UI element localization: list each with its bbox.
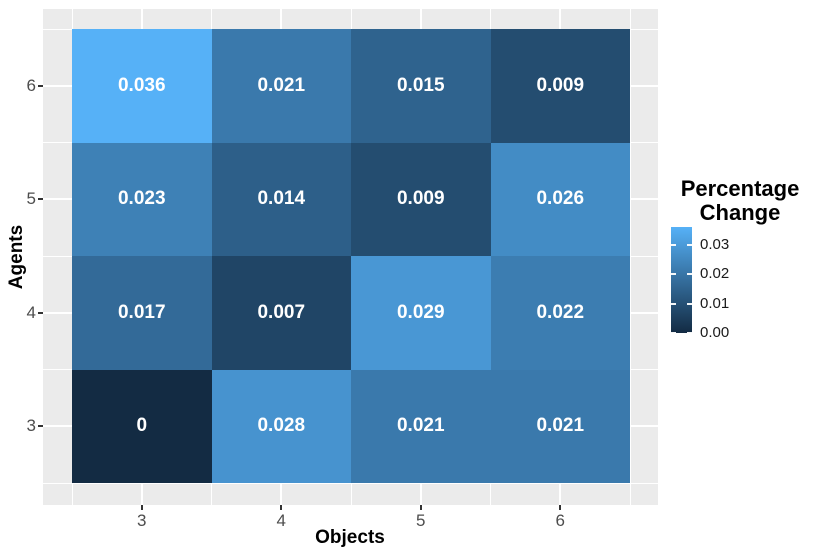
y-axis-tick-label: 4	[26, 302, 36, 322]
y-axis-tick-label: 5	[26, 189, 36, 209]
legend-tick-mark	[687, 273, 692, 276]
legend: Percentage Change 0.03 0.02 0.01 0.00	[650, 0, 830, 554]
heatmap-cell: 0.009	[490, 29, 630, 143]
heatmap-cell: 0.021	[211, 29, 351, 143]
legend-title-line-1: Percentage	[680, 176, 800, 201]
heatmap-cell: 0.023	[72, 142, 212, 256]
heatmap-cell: 0.021	[490, 369, 630, 483]
plot-panel: 0.036 0.021 0.015 0.009 0.023 0.014 0.009 0.026…	[43, 9, 658, 505]
minor-gridline-h	[43, 482, 658, 484]
heatmap-cell: 0.028	[211, 369, 351, 483]
legend-tick-mark	[687, 332, 692, 334]
heatmap-cell: 0.015	[351, 29, 491, 143]
heatmap-cell: 0.026	[490, 142, 630, 256]
heatmap-cell: 0.022	[490, 256, 630, 370]
legend-tick-label: 0.01	[700, 294, 730, 312]
heatmap-cell: 0.009	[351, 142, 491, 256]
x-axis-tick	[280, 505, 283, 510]
legend-tick-label: 0.02	[700, 265, 730, 283]
legend-tick-label: 0.00	[700, 324, 730, 341]
heatmap-cell: 0.014	[211, 142, 351, 256]
heatmap-tiles: 0.036 0.021 0.015 0.009 0.023 0.014 0.009 0.026…	[72, 29, 630, 483]
legend-tick-mark	[687, 243, 692, 246]
heatmap-cell: 0.017	[72, 256, 212, 370]
x-axis-title: Objects	[315, 527, 385, 548]
x-axis-tick	[140, 505, 143, 510]
legend-tick-label: 0.03	[700, 235, 730, 253]
x-axis-tick	[419, 505, 422, 510]
legend-tick-mark	[687, 302, 692, 305]
heatmap-cell: 0.036	[72, 29, 212, 143]
heatmap-cell: 0	[72, 369, 212, 483]
x-axis-tick-label: 3	[137, 511, 147, 530]
legend-tick-mark	[671, 273, 676, 276]
x-axis-tick-label: 6	[555, 511, 565, 530]
heatmap-cell: 0.029	[351, 256, 491, 370]
legend-title: Percentage Change	[655, 177, 825, 225]
x-axis-tick-label: 5	[416, 511, 426, 530]
y-axis-title: Agents	[6, 224, 27, 290]
heatmap-cell: 0.021	[351, 369, 491, 483]
x-axis-tick	[559, 505, 562, 510]
y-axis-tick	[38, 84, 43, 87]
x-axis-tick-label: 4	[276, 511, 286, 530]
y-axis-tick	[38, 198, 43, 201]
heatmap-cell: 0.007	[211, 256, 351, 370]
legend-colorbar	[671, 227, 692, 333]
y-axis-tick	[38, 311, 43, 314]
y-axis-tick	[38, 425, 43, 428]
legend-tick-mark	[671, 332, 676, 334]
y-axis-tick-label: 6	[26, 75, 36, 95]
legend-tick-mark	[671, 302, 676, 305]
legend-tick-mark	[671, 243, 676, 246]
legend-title-line-2: Change	[699, 200, 781, 225]
minor-gridline-v	[629, 9, 631, 505]
y-axis-tick-label: 3	[26, 416, 36, 436]
